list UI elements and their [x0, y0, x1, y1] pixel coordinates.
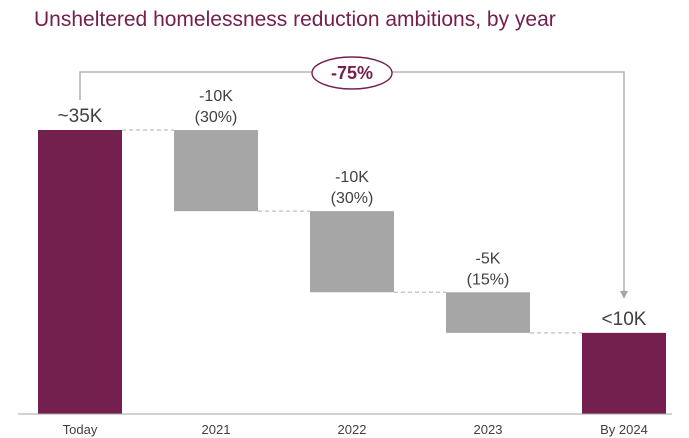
callout-label: -75% [331, 63, 373, 83]
bar-percent-label: (30%) [195, 109, 238, 126]
bar-percent-label: (15%) [467, 271, 510, 288]
bar-2023 [446, 292, 530, 333]
bar-value-label: -5K [476, 250, 501, 267]
callout-ellipse [311, 56, 393, 90]
bar-value-label: ~35K [58, 106, 103, 127]
x-tick-label: 2022 [338, 422, 367, 437]
chart-title: Unsheltered homelessness reduction ambit… [34, 8, 556, 31]
bar-value-label: -10K [199, 88, 233, 105]
bar-by-2024 [582, 332, 666, 414]
x-tick-label: 2023 [474, 422, 503, 437]
reduction-callout: -75% [79, 56, 628, 299]
bar-value-label: -10K [335, 169, 369, 186]
bar-2022 [310, 211, 394, 293]
x-tick-label: By 2024 [600, 422, 648, 437]
x-tick-label: Today [63, 422, 98, 437]
x-tick-label: 2021 [202, 422, 231, 437]
bar-percent-label: (30%) [331, 190, 374, 207]
bar-today [38, 130, 122, 414]
callout-arrowhead [620, 290, 628, 299]
bar-value-label: <10K [602, 309, 647, 330]
bar-2021 [174, 130, 258, 212]
